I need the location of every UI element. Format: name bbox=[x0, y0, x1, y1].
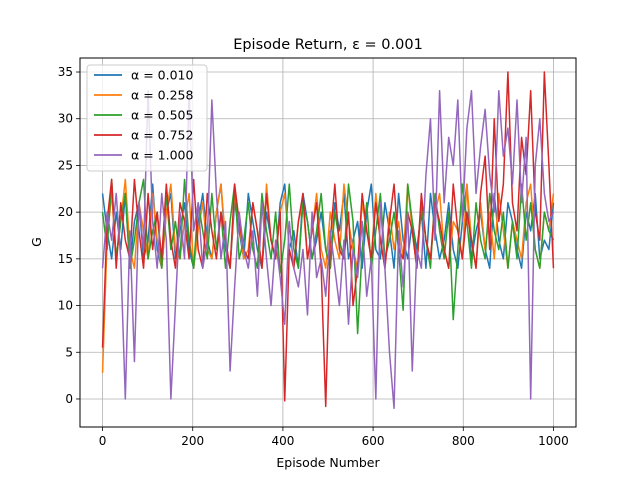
series-line-4 bbox=[101, 71, 555, 408]
legend-label: α = 1.000 bbox=[131, 148, 193, 163]
y-tick-label: 0 bbox=[65, 392, 73, 406]
x-axis-ticks: 0 200 400 600 800 1000 bbox=[99, 427, 569, 448]
x-tick-label: 600 bbox=[362, 434, 385, 448]
chart-title: Episode Return, ε = 0.001 bbox=[233, 37, 423, 53]
y-tick-label: 35 bbox=[58, 65, 73, 79]
series-lines bbox=[101, 71, 555, 410]
y-tick-label: 5 bbox=[65, 345, 73, 359]
series-line-5 bbox=[101, 89, 555, 410]
x-tick-label: 200 bbox=[181, 434, 204, 448]
legend: α = 0.010 α = 0.258 α = 0.505 α = 0.752 α = … bbox=[86, 64, 208, 172]
y-tick-label: 10 bbox=[58, 299, 73, 313]
legend-box bbox=[86, 64, 208, 172]
legend-label: α = 0.752 bbox=[131, 128, 193, 143]
y-tick-label: 20 bbox=[58, 205, 73, 219]
x-tick-label: 0 bbox=[99, 434, 107, 448]
y-axis-label: G bbox=[29, 237, 44, 247]
plot-frame bbox=[79, 57, 577, 428]
legend-label: α = 0.010 bbox=[131, 68, 193, 83]
x-tick-label: 1000 bbox=[538, 434, 569, 448]
y-tick-label: 15 bbox=[58, 252, 73, 266]
legend-label: α = 0.258 bbox=[131, 88, 193, 103]
x-axis-label: Episode Number bbox=[276, 455, 380, 470]
x-tick-label: 400 bbox=[271, 434, 294, 448]
legend-label: α = 0.505 bbox=[131, 108, 193, 123]
x-tick-label: 800 bbox=[452, 434, 475, 448]
y-tick-label: 30 bbox=[58, 112, 73, 126]
y-tick-label: 25 bbox=[58, 158, 73, 172]
y-axis-ticks: 0 5 10 15 20 25 30 35 bbox=[58, 65, 80, 406]
